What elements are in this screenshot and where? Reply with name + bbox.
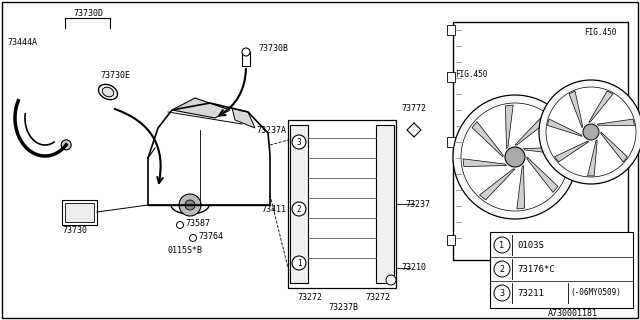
Text: 73211: 73211 <box>517 289 544 298</box>
Text: 2: 2 <box>297 204 301 213</box>
Polygon shape <box>527 157 558 192</box>
Text: 0115S*B: 0115S*B <box>168 245 202 254</box>
Text: 3: 3 <box>499 289 504 298</box>
Text: 73272: 73272 <box>298 293 323 302</box>
Circle shape <box>494 237 510 253</box>
Bar <box>288 120 396 288</box>
Polygon shape <box>515 114 550 145</box>
Text: 73730D: 73730D <box>73 9 103 18</box>
Circle shape <box>189 235 196 242</box>
Circle shape <box>453 95 577 219</box>
Text: 73237B: 73237B <box>328 303 358 313</box>
Text: 73772: 73772 <box>401 103 426 113</box>
Circle shape <box>177 221 184 228</box>
Text: 2: 2 <box>499 265 504 274</box>
Polygon shape <box>524 148 567 155</box>
Text: 73411: 73411 <box>261 204 286 213</box>
Polygon shape <box>517 165 525 209</box>
Polygon shape <box>601 132 627 162</box>
Circle shape <box>61 140 71 150</box>
Bar <box>453 22 628 260</box>
Text: 3: 3 <box>297 138 301 147</box>
Text: 73764: 73764 <box>198 231 223 241</box>
Ellipse shape <box>102 87 114 97</box>
Text: 73730E: 73730E <box>100 70 130 79</box>
Text: 1: 1 <box>297 259 301 268</box>
Text: FIG.450: FIG.450 <box>584 28 616 36</box>
Text: 73176*C: 73176*C <box>517 265 555 274</box>
Bar <box>65 203 94 222</box>
Bar <box>447 25 455 35</box>
Bar <box>447 235 455 245</box>
Text: 73237: 73237 <box>406 199 431 209</box>
Polygon shape <box>547 119 582 136</box>
Circle shape <box>292 135 306 149</box>
Bar <box>290 125 308 283</box>
Text: A730001181: A730001181 <box>548 308 598 317</box>
Polygon shape <box>588 140 597 176</box>
Circle shape <box>539 80 640 184</box>
Bar <box>490 232 633 308</box>
Circle shape <box>242 48 250 56</box>
Polygon shape <box>232 108 255 128</box>
Polygon shape <box>506 105 513 148</box>
Text: 1: 1 <box>499 241 504 250</box>
Polygon shape <box>589 91 613 122</box>
Text: 73272: 73272 <box>365 293 390 302</box>
Text: 73444A: 73444A <box>7 37 37 46</box>
Circle shape <box>292 202 306 216</box>
Polygon shape <box>597 119 634 125</box>
Text: 0103S: 0103S <box>517 241 544 250</box>
Ellipse shape <box>99 84 118 100</box>
Polygon shape <box>479 169 515 200</box>
Bar <box>242 52 250 66</box>
Text: 73587: 73587 <box>185 219 210 228</box>
Bar <box>62 200 97 225</box>
Circle shape <box>292 256 306 270</box>
Bar <box>447 137 455 147</box>
Circle shape <box>546 87 636 177</box>
Text: (-06MY0509): (-06MY0509) <box>570 289 621 298</box>
Circle shape <box>386 275 396 285</box>
Circle shape <box>461 103 569 211</box>
Bar <box>376 125 394 283</box>
Circle shape <box>505 147 525 167</box>
Circle shape <box>494 285 510 301</box>
Polygon shape <box>172 98 230 118</box>
Circle shape <box>494 261 510 277</box>
Circle shape <box>179 194 201 216</box>
Polygon shape <box>472 122 503 157</box>
Text: 73730: 73730 <box>62 226 87 235</box>
Text: 73730B: 73730B <box>258 44 288 52</box>
Text: 73210: 73210 <box>401 263 426 273</box>
Text: 73237A: 73237A <box>256 125 286 134</box>
Bar <box>447 72 455 82</box>
Polygon shape <box>555 141 589 162</box>
Polygon shape <box>463 159 506 167</box>
Circle shape <box>583 124 599 140</box>
Text: FIG.450: FIG.450 <box>455 69 487 78</box>
Circle shape <box>185 200 195 210</box>
Polygon shape <box>569 91 583 128</box>
